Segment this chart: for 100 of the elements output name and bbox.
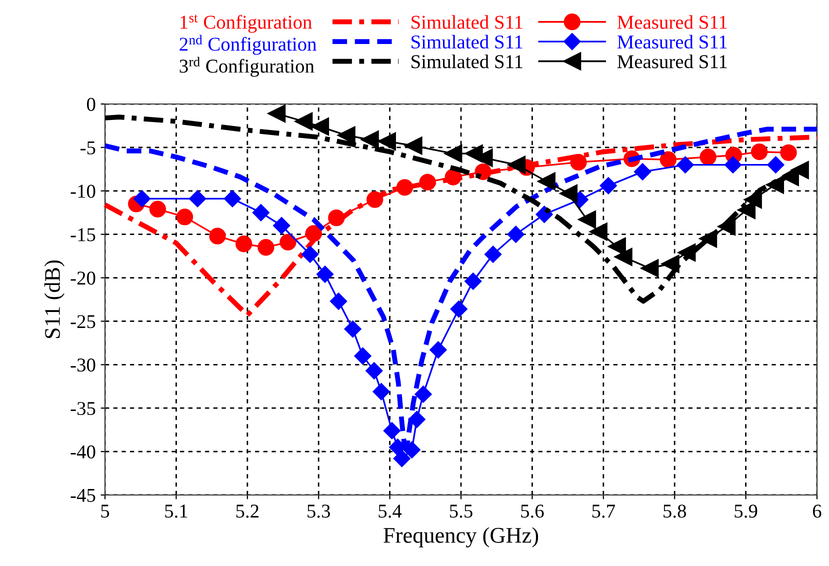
- point: [767, 156, 784, 174]
- point: [383, 422, 400, 440]
- x-tick-label: 5.4: [378, 504, 402, 518]
- point: [444, 144, 462, 163]
- point: [310, 118, 330, 136]
- y-tick-label: -10: [70, 184, 96, 198]
- point: [790, 161, 809, 180]
- point: [484, 246, 502, 263]
- point: [450, 300, 468, 318]
- x-tick-label: 6: [812, 504, 822, 518]
- point: [507, 226, 524, 243]
- point: [724, 156, 742, 174]
- point: [268, 104, 286, 123]
- point: [176, 208, 194, 226]
- point: [464, 272, 482, 290]
- legend-label: Measured S11: [617, 54, 727, 68]
- point: [678, 244, 696, 262]
- legend-label: Simulated S11: [412, 15, 522, 29]
- x-tick-label: 5.8: [664, 504, 686, 518]
- text: 3$^{rd}$ Configuration: [180, 56, 314, 77]
- point: [614, 248, 632, 266]
- point: [444, 168, 462, 186]
- y-axis-title: S11 (dB): [44, 260, 64, 338]
- point: [600, 177, 617, 194]
- y-tick-label: -40: [70, 445, 96, 458]
- point: [634, 163, 652, 180]
- point: [305, 225, 322, 242]
- y-tick-label: -15: [70, 228, 96, 242]
- x-tick-label: 5.6: [521, 504, 544, 518]
- point: [640, 259, 659, 278]
- point: [766, 176, 784, 194]
- point: [660, 151, 677, 168]
- point: [559, 184, 578, 203]
- point: [508, 156, 526, 174]
- x-tick-label: 5.7: [592, 504, 615, 518]
- point: [718, 217, 736, 236]
- point: [414, 386, 432, 403]
- legend-label: Measured S11: [617, 15, 727, 29]
- point: [378, 132, 396, 150]
- point: [393, 450, 410, 468]
- point: [224, 190, 241, 208]
- line-series: [102, 134, 820, 318]
- text: 2$^{nd}$ Configuration: [180, 34, 316, 55]
- point: [661, 254, 680, 273]
- point: [354, 347, 372, 365]
- x-tick-label: 5: [101, 504, 110, 518]
- point: [537, 172, 556, 190]
- point: [570, 154, 587, 171]
- x-tick-label: 5.3: [308, 504, 330, 518]
- point: [589, 222, 608, 241]
- point: [316, 266, 334, 283]
- y-tick-label: -35: [70, 402, 96, 416]
- point: [209, 228, 226, 244]
- point: [750, 143, 768, 160]
- point: [236, 236, 252, 252]
- point: [699, 230, 718, 248]
- y-tick-label: 0: [86, 98, 96, 111]
- x-tick-label: 5.9: [734, 504, 758, 518]
- point: [419, 174, 436, 191]
- x-tick-label: 5.5: [450, 504, 472, 518]
- point: [372, 383, 390, 400]
- point: [360, 130, 379, 149]
- point: [294, 112, 313, 130]
- point: [252, 204, 270, 222]
- point: [258, 239, 274, 256]
- y-tick-label: -20: [70, 272, 96, 285]
- point: [403, 441, 420, 458]
- point: [149, 200, 166, 218]
- y-tick-label: -30: [70, 358, 96, 372]
- x-tick-label: 5.1: [165, 504, 188, 518]
- legend-label: Simulated S11: [412, 34, 522, 49]
- point: [676, 156, 694, 174]
- point: [700, 148, 716, 166]
- point: [133, 190, 151, 208]
- point: [344, 320, 362, 338]
- point: [328, 209, 345, 226]
- point: [337, 126, 356, 144]
- point: [273, 217, 290, 234]
- point: [302, 246, 319, 263]
- y-tick-label: -5: [80, 141, 96, 154]
- legend-label: Measured S11: [617, 34, 727, 49]
- point: [366, 362, 383, 380]
- point: [389, 438, 406, 456]
- point: [780, 144, 797, 161]
- point: [189, 190, 206, 208]
- point: [396, 179, 414, 196]
- point: [366, 191, 384, 208]
- x-tick-label: 5.2: [236, 504, 258, 518]
- point: [578, 210, 596, 229]
- text: 1$^{st}$ Configuration: [180, 14, 312, 33]
- x-axis-title: Frequency (GHz): [384, 527, 538, 548]
- point: [404, 136, 422, 155]
- point: [408, 410, 426, 428]
- legend-label: Simulated S11: [412, 54, 522, 68]
- point: [430, 341, 447, 358]
- point: [330, 292, 348, 310]
- point: [474, 163, 492, 180]
- point: [280, 234, 296, 250]
- y-tick-label: -45: [70, 488, 96, 502]
- point: [744, 190, 762, 209]
